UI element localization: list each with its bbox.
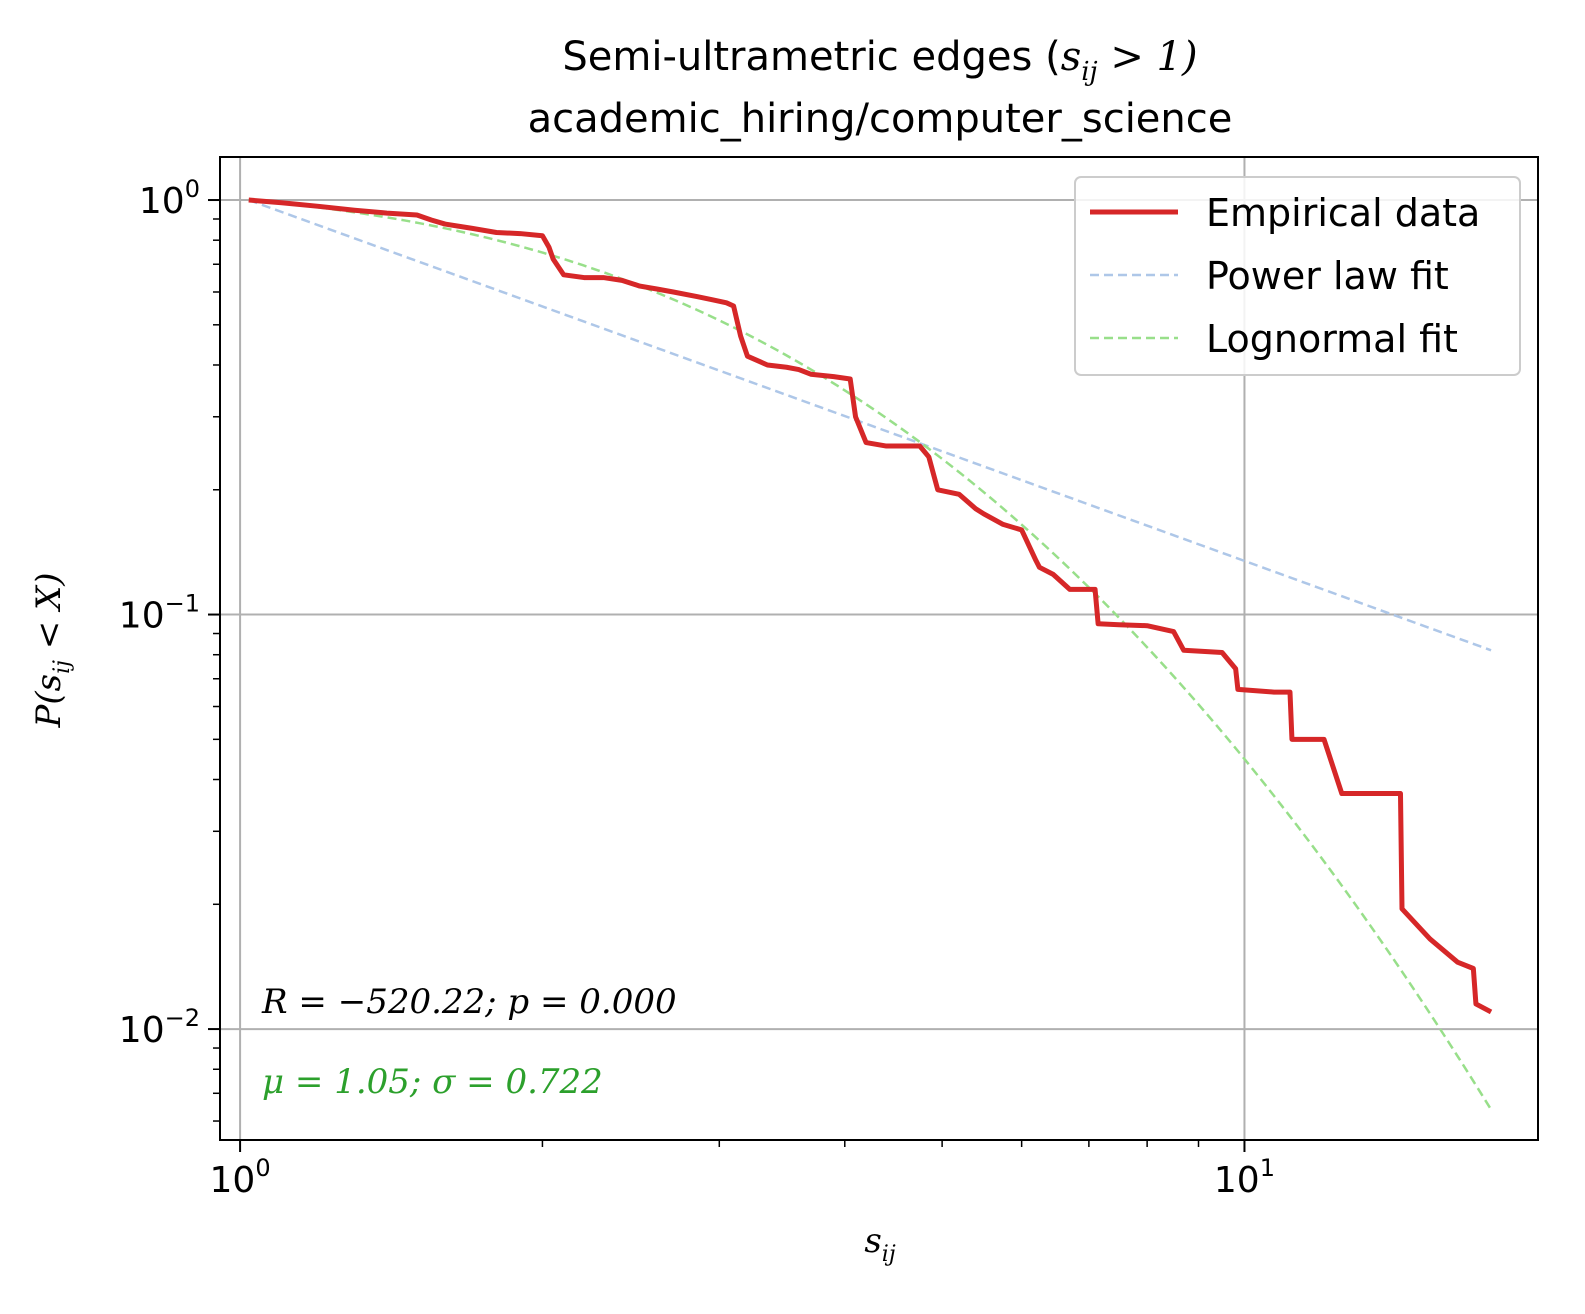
chart-title-line1: Semi-ultrametric edges (sij > 1): [562, 34, 1197, 87]
empirical-data-line: [248, 197, 1493, 1015]
legend-box: [1074, 176, 1521, 376]
y-tick-label: 10−2: [119, 1004, 200, 1051]
y-tick-label: 100: [139, 175, 200, 222]
stats-annotation-fit: μ = 1.05; σ = 0.722: [262, 1062, 603, 1102]
x-axis-label: sij: [864, 1221, 895, 1267]
legend-label-lognormal: Lognormal fit: [1206, 317, 1458, 361]
x-axis-ticks: 100 101: [210, 1140, 1275, 1201]
legend-label-empirical: Empirical data: [1206, 191, 1480, 235]
plot-area: 100 101 100 10−1 10−2: [119, 156, 1539, 1201]
y-axis-label: P(sij < X): [29, 572, 75, 728]
power-law-fit-line: [248, 198, 1492, 652]
legend-label-powerlaw: Power law fit: [1206, 254, 1449, 298]
y-tick-label: 10−1: [119, 590, 200, 637]
axes-frame: [219, 156, 1539, 1141]
series-layer: [248, 197, 1493, 1111]
y-axis-ticks: 100 10−1 10−2: [119, 175, 220, 1122]
x-tick-label: 101: [1214, 1154, 1275, 1201]
lognormal-fit-line: [248, 198, 1493, 1111]
stats-annotation-r: R = −520.22; p = 0.000: [261, 982, 677, 1022]
legend: Empirical data Power law fit Lognormal f…: [1074, 176, 1521, 376]
x-tick-label: 100: [210, 1154, 271, 1201]
chart-title-line2: academic_hiring/computer_science: [528, 96, 1233, 142]
